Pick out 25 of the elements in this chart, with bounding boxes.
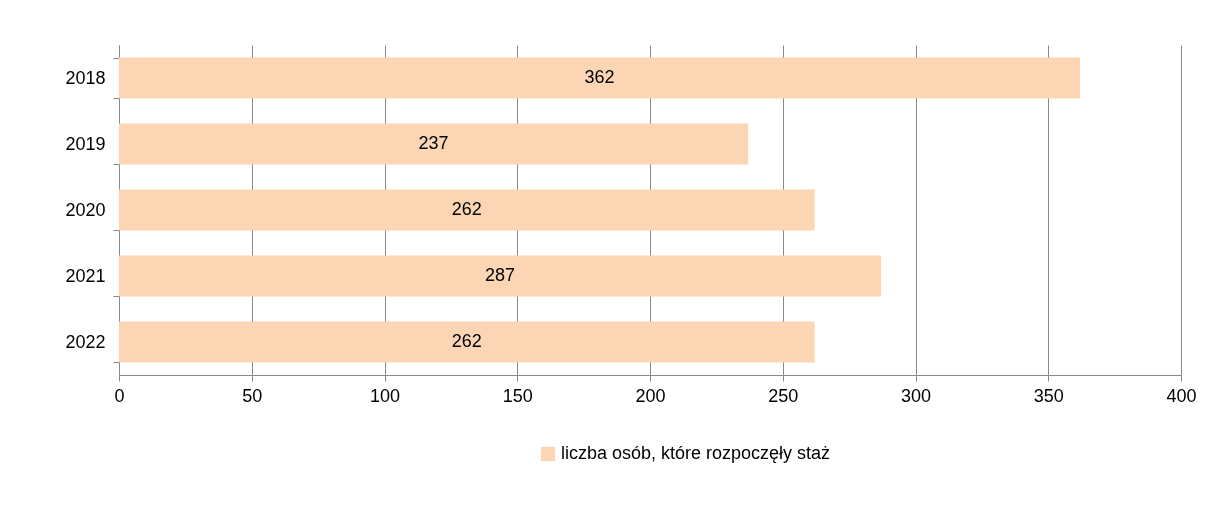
data-label: 262 [451,199,482,219]
bar [119,189,815,231]
y-tick-label: 2020 [65,199,106,220]
y-tick-label: 2019 [65,133,106,154]
bar [119,57,1081,99]
x-tick-label: 100 [369,385,401,406]
x-tick-label: 250 [768,385,799,406]
x-tick-label: 400 [1166,385,1197,406]
y-tick-label: 2018 [65,67,106,88]
legend-label: liczba osób, które rozpoczęły staż [561,443,831,463]
x-tick-label: 150 [502,385,533,406]
x-tick-label: 300 [900,385,932,406]
bar [119,255,881,297]
y-tick-label: 2022 [65,331,106,352]
x-tick-label: 50 [242,385,263,406]
bar [119,321,815,363]
bar [119,123,749,165]
data-label: 362 [584,67,615,87]
x-tick-label: 350 [1033,385,1064,406]
y-tick-label: 2021 [65,265,106,286]
data-label: 237 [418,133,449,153]
data-label: 287 [484,265,516,285]
x-tick-label: 0 [114,385,125,406]
x-tick-label: 200 [635,385,666,406]
data-label: 262 [451,331,482,351]
